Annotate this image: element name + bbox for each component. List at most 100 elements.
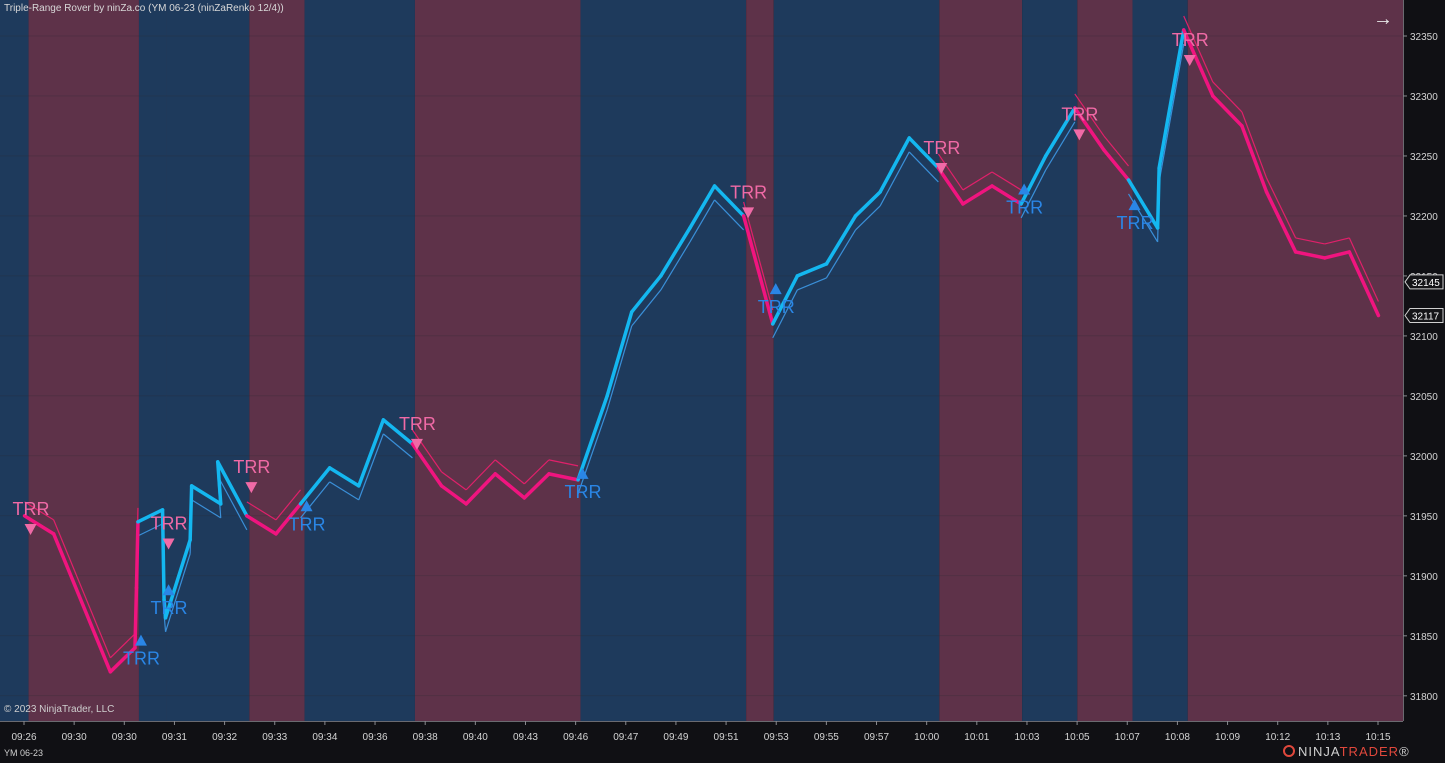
x-tick-label: 09:55 [814,732,839,743]
trail-segment-bear [991,171,1022,191]
x-tick-label: 09:57 [864,732,889,743]
price-segment-bull [878,136,911,194]
price-marker-box [1404,308,1444,324]
price-marker: 32145 [1404,274,1444,290]
trend-zone-bull [304,0,415,721]
trail-segment-bull [217,475,248,531]
signal-down[interactable]: TRR [399,414,436,450]
x-tick-label: 10:07 [1115,732,1140,743]
trail-segment-bear [53,519,111,659]
x-tick-label: 10:03 [1014,732,1039,743]
x-tick-label: 10:00 [914,732,939,743]
price-segment-bear [493,472,527,500]
signal-up[interactable]: TRR [123,634,160,669]
signal-up[interactable]: TRR [565,467,602,502]
right-arrow-icon[interactable]: → [1373,8,1393,30]
signal-down[interactable]: TRR [233,457,270,494]
signal-label: TRR [123,649,160,669]
x-tick-label: 09:38 [413,732,438,743]
signal-label: TRR [923,138,960,158]
signal-up[interactable]: TRR [289,500,326,534]
x-tick-label: 09:40 [463,732,488,743]
trail-segment-bear [937,153,964,191]
price-segment-bull [770,274,800,326]
trail-segment-bear [246,501,277,521]
price-segment-bear [439,484,468,506]
trail-segment-bear [24,501,54,521]
trail-segment-bull [908,151,939,183]
price-segment-bull [629,274,663,314]
signal-up-icon [134,634,147,646]
y-tick-label: 32250 [1410,152,1438,163]
signal-up-icon [162,584,175,596]
trend-zone-bear [1077,0,1133,721]
trail-segment-bear [275,489,302,521]
trend-zones [0,0,1403,721]
signal-down[interactable]: TRR [151,513,188,550]
price-segment-bear [1322,250,1352,260]
price-marker-label: 32117 [1412,312,1440,323]
y-tick-label: 31900 [1410,572,1438,583]
signal-down-icon [1183,54,1196,66]
price-segment-bull [712,184,746,218]
signal-up[interactable]: TRR [1117,199,1154,233]
price-segment-bear [22,514,56,536]
signal-label: TRR [1172,30,1209,50]
grid-lines [0,35,1403,697]
signal-down[interactable]: TRR [730,182,767,219]
price-segment-bull [853,190,882,218]
signal-down[interactable]: TRR [13,499,50,536]
trail-segment-bear [109,633,136,659]
trend-zone-bear [1187,0,1403,721]
x-tick-label: 10:15 [1365,732,1390,743]
x-tick-label: 09:26 [11,732,36,743]
price-marker: 32117 [1404,308,1444,324]
signal-up-icon [1018,183,1031,195]
signal-up[interactable]: TRR [758,283,795,317]
y-tick-label: 32050 [1410,392,1438,403]
signal-up[interactable]: TRR [151,584,188,618]
signals: TRR TRR TRR TRR TRR TRR TRR TRR TRR TRR TRR TRR TRR T… [13,30,1209,669]
signal-label: TRR [565,482,602,502]
price-segment-bear [1240,124,1269,194]
trail-segment-bull [855,205,881,231]
price-segment-bull [659,226,692,278]
price-segment-bull [688,184,717,230]
signal-down[interactable]: TRR [1061,104,1098,141]
trail-segment-bear [523,459,550,485]
signal-down[interactable]: TRR [923,138,960,174]
signal-up[interactable]: TRR [1006,183,1043,218]
y-tick-label: 31800 [1410,692,1438,703]
x-tick-label: 09:30 [62,732,87,743]
signal-label: TRR [233,457,270,477]
signal-down-icon [935,162,948,174]
signal-label: TRR [1117,213,1154,233]
trail-segment-bull [1020,169,1047,219]
x-tick-label: 09:47 [613,732,638,743]
price-segment-bull [163,538,192,620]
copyright-text: © 2023 NinjaTrader, LLC [4,704,115,715]
price-segment-bull [381,418,415,446]
price-segment-bull [1155,166,1161,230]
x-axis-panel [0,721,1445,763]
x-tick-label: 10:08 [1165,732,1190,743]
signal-label: TRR [151,598,188,618]
price-segment-bear [1102,148,1131,182]
signal-up-icon [576,467,589,479]
signal-label: TRR [730,182,767,202]
trail-segment-bull [631,289,662,327]
price-segment-bull [298,466,332,506]
price-marker-box [1404,274,1444,290]
trail-segment-bull [164,553,191,633]
x-tick-label: 09:43 [513,732,538,743]
signal-down[interactable]: TRR [1172,30,1209,66]
trail-segment-bull [137,523,163,537]
signal-label: TRR [289,514,326,534]
price-segment-bull [327,466,361,488]
signal-label: TRR [1061,104,1098,124]
trail-segment-bear [1183,15,1214,83]
signal-down-icon [742,207,755,219]
trail-segment-bull [606,325,633,411]
price-segment-bull [189,484,223,506]
